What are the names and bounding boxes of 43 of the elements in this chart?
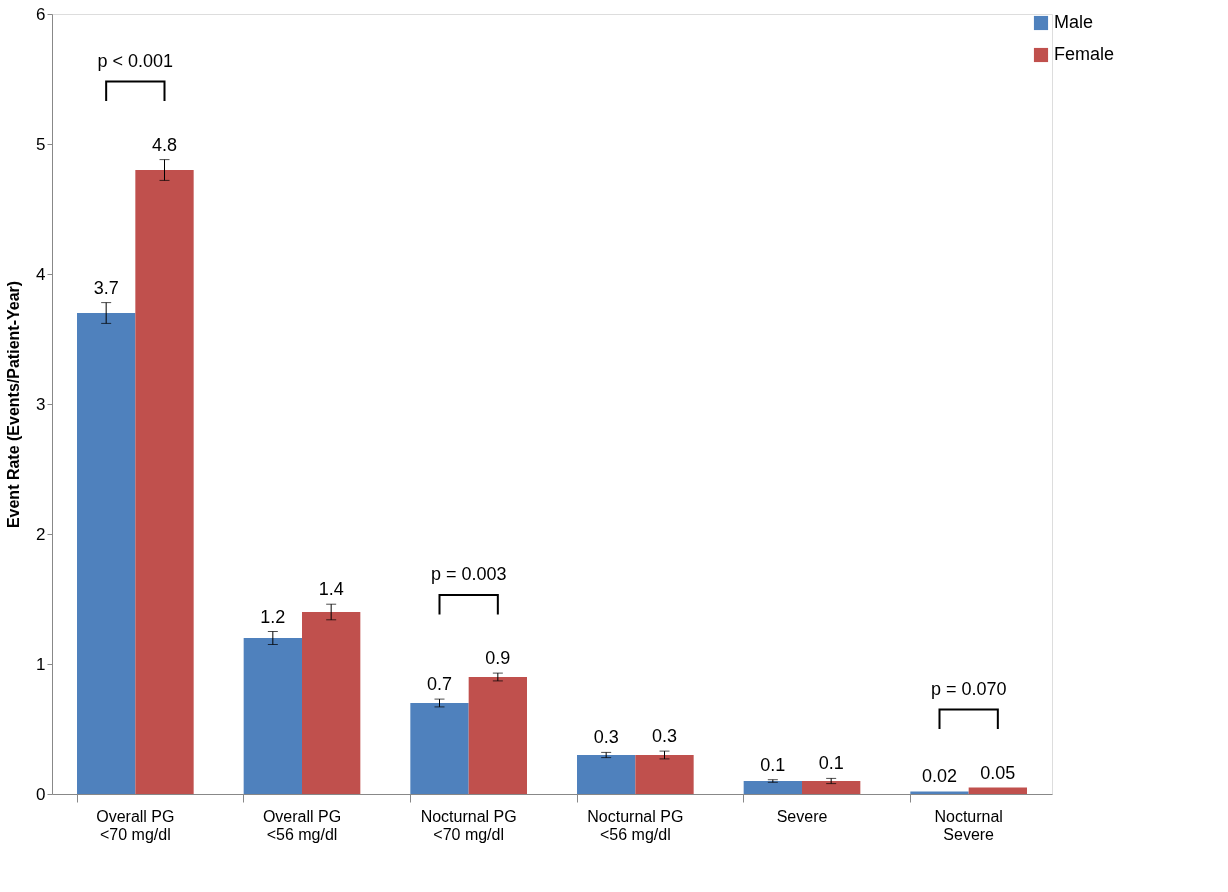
data-label: 0.9 <box>485 648 511 669</box>
y-tick-label: 1 <box>36 654 46 674</box>
legend-label: Male <box>1054 12 1094 32</box>
bar <box>410 703 469 794</box>
x-tick-label: Nocturnal PG <70 mg/dl <box>420 807 517 843</box>
data-label: 0.1 <box>818 753 844 774</box>
bar <box>77 313 136 794</box>
data-label: 3.7 <box>93 277 119 298</box>
bar <box>802 781 861 794</box>
legend-label: Female <box>1054 44 1115 64</box>
bar <box>910 791 969 794</box>
bar <box>243 638 302 794</box>
bar <box>135 170 194 794</box>
bar <box>302 612 361 794</box>
y-tick-label: 5 <box>36 134 46 154</box>
data-label: 0.02 <box>921 766 958 787</box>
y-axis-title: Event Rate (Events/Patient-Year) <box>5 280 23 529</box>
bar <box>968 787 1027 794</box>
annotation: p = 0.070 <box>930 678 1007 699</box>
bar <box>468 677 527 794</box>
data-label: 1.4 <box>318 579 344 600</box>
y-tick-label: 2 <box>36 524 46 544</box>
bar <box>743 781 802 794</box>
annotation: p = 0.003 <box>430 564 507 585</box>
data-label: 0.1 <box>760 754 786 775</box>
x-tick-label: Nocturnal Severe <box>934 807 1003 843</box>
x-tick-label: Nocturnal PG <56 mg/dl <box>587 807 684 843</box>
y-tick-label: 3 <box>36 394 46 414</box>
x-tick-label: Overall PG <70 mg/dl <box>96 807 175 843</box>
data-label: 1.2 <box>260 606 286 627</box>
annotation: p < 0.001 <box>97 50 174 71</box>
y-tick-label: 0 <box>36 784 46 804</box>
data-label: 0.3 <box>651 726 678 747</box>
data-label: 0.05 <box>980 762 1016 783</box>
bar <box>635 755 694 794</box>
data-label: 4.8 <box>151 134 178 155</box>
y-tick-label: 6 <box>36 4 46 24</box>
data-label: 0.3 <box>593 727 619 748</box>
bar <box>577 755 636 794</box>
data-label: 0.7 <box>426 674 453 695</box>
x-tick-label: Overall PG <56 mg/dl <box>262 807 342 843</box>
y-tick-label: 4 <box>36 264 46 284</box>
x-tick-label: Severe <box>776 807 828 825</box>
